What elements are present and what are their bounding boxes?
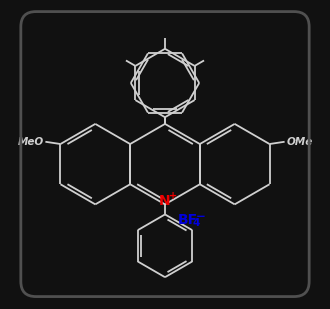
Text: N: N — [159, 194, 171, 209]
Text: +: + — [169, 191, 177, 201]
Text: MeO: MeO — [17, 137, 44, 147]
Text: OMe: OMe — [286, 137, 313, 147]
Text: BF: BF — [178, 213, 198, 227]
Text: −: − — [196, 210, 206, 223]
Text: 4: 4 — [192, 218, 200, 228]
